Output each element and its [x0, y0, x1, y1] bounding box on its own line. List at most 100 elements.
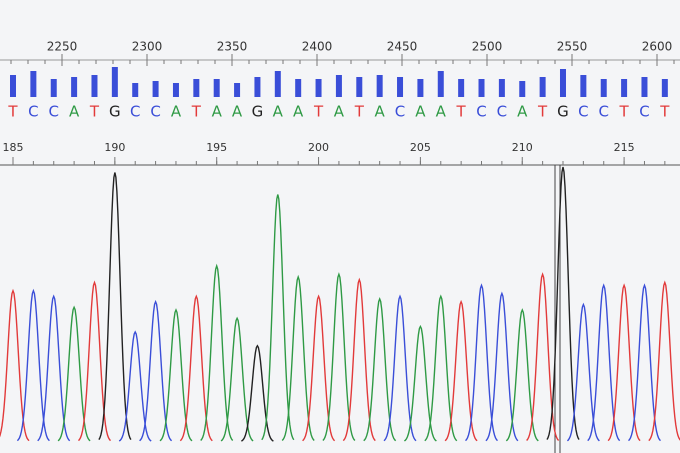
trace-peak	[424, 294, 458, 442]
trace-peak	[363, 297, 397, 442]
trace-peak	[607, 283, 641, 442]
quality-bar	[661, 79, 668, 97]
base-letter: C	[130, 103, 140, 121]
quality-bar	[417, 79, 424, 97]
base-letter: C	[497, 103, 507, 121]
trace-peak	[628, 283, 661, 442]
base-letter: T	[191, 103, 202, 121]
trace-peak	[505, 308, 539, 442]
quality-bar	[580, 75, 587, 97]
bottom-tick-label: 190	[104, 141, 125, 154]
trace-peak	[240, 344, 274, 442]
base-letter: C	[578, 103, 588, 121]
base-letter: C	[150, 103, 160, 121]
bottom-tick-label: 205	[410, 141, 431, 154]
bottom-tick-label: 200	[308, 141, 329, 154]
base-letter: A	[232, 103, 243, 121]
top-tick-label: 2300	[132, 40, 163, 54]
top-tick-label: 2500	[472, 40, 503, 54]
quality-bar	[193, 79, 200, 97]
trace-peak	[0, 288, 30, 442]
trace-peak	[546, 166, 580, 440]
quality-bar	[600, 79, 607, 97]
trace-peak	[465, 283, 498, 442]
quality-bar	[641, 77, 648, 97]
base-letter: G	[109, 103, 121, 121]
quality-bar	[152, 81, 159, 97]
quality-bar	[234, 83, 241, 97]
trace-peak	[37, 294, 71, 442]
top-tick-label: 2250	[47, 40, 78, 54]
trace-peak	[322, 272, 356, 441]
base-letter: T	[659, 103, 670, 121]
base-letter: A	[334, 103, 345, 121]
trace-peak	[302, 294, 336, 442]
quality-bar	[458, 79, 465, 97]
trace-peak	[566, 302, 600, 442]
quality-bar	[437, 71, 444, 97]
trace-peak	[118, 330, 152, 442]
bottom-tick-label: 215	[614, 141, 635, 154]
trace-peak	[179, 294, 213, 442]
quality-bar	[30, 71, 37, 97]
bottom-tick-label: 185	[3, 141, 24, 154]
base-letter: C	[598, 103, 608, 121]
top-tick-label: 2400	[302, 40, 333, 54]
trace-peak	[139, 299, 173, 442]
top-tick-label: 2450	[387, 40, 418, 54]
base-letter: A	[273, 103, 284, 121]
base-letter: A	[415, 103, 426, 121]
quality-bar	[397, 77, 404, 97]
base-letter: A	[293, 103, 304, 121]
base-letter: A	[375, 103, 386, 121]
base-letter: T	[619, 103, 630, 121]
trace-peak	[159, 308, 193, 442]
quality-bar	[132, 83, 139, 97]
quality-bar	[559, 69, 566, 97]
quality-bar	[111, 67, 118, 97]
quality-bar	[356, 77, 363, 97]
trace-peak	[98, 172, 132, 440]
trace-peak	[77, 280, 112, 442]
base-letter: A	[517, 103, 528, 121]
base-letter: T	[313, 103, 324, 121]
base-letter: C	[28, 103, 38, 121]
base-letter: G	[557, 103, 569, 121]
quality-bar	[478, 79, 485, 97]
bottom-tick-label: 210	[512, 141, 533, 154]
quality-bar	[295, 79, 302, 97]
trace-peak	[587, 283, 621, 442]
quality-bar	[50, 79, 57, 97]
base-letter: C	[476, 103, 486, 121]
quality-bar	[10, 75, 16, 97]
base-letter: T	[89, 103, 100, 121]
trace-peak	[526, 272, 560, 441]
top-tick-label: 2550	[557, 40, 588, 54]
base-letter: T	[354, 103, 365, 121]
quality-bar	[539, 77, 546, 97]
trace-peak	[16, 288, 50, 442]
quality-bar	[376, 75, 383, 97]
quality-bar	[254, 77, 261, 97]
base-letter: A	[69, 103, 80, 121]
top-tick-label: 2350	[217, 40, 248, 54]
base-letter: C	[395, 103, 405, 121]
base-letter: T	[456, 103, 467, 121]
quality-bar	[315, 79, 322, 97]
base-letter: A	[436, 103, 447, 121]
trace-peak	[648, 280, 680, 442]
base-letter: C	[639, 103, 649, 121]
base-letter: C	[48, 103, 58, 121]
quality-bar	[71, 77, 78, 97]
base-letter: A	[212, 103, 223, 121]
base-letter: T	[537, 103, 548, 121]
quality-bar	[172, 83, 179, 97]
trace-peak	[444, 299, 478, 442]
bottom-tick-label: 195	[206, 141, 227, 154]
quality-bar	[621, 79, 628, 97]
trace-peak	[403, 324, 437, 442]
quality-bar	[519, 81, 526, 97]
base-letter: G	[252, 103, 264, 121]
top-tick-label: 2600	[642, 40, 673, 54]
